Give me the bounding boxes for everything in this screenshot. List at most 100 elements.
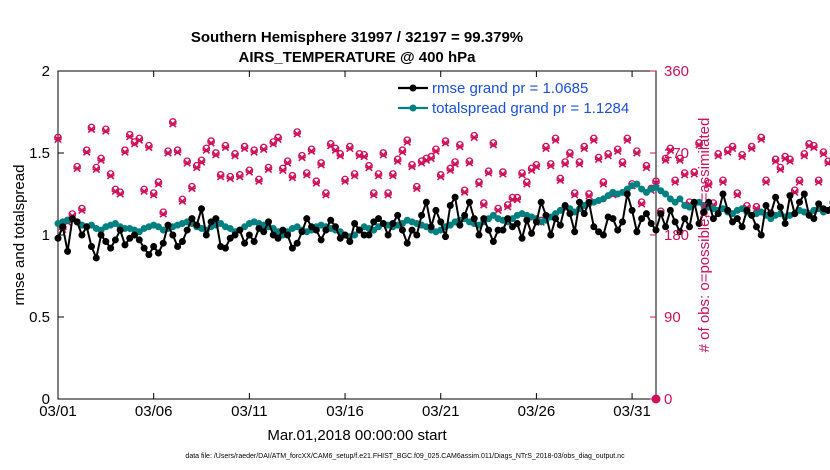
obs-possible-marker	[436, 171, 445, 179]
rmse-point	[609, 215, 617, 223]
rmse-point	[796, 198, 804, 206]
rmse-point	[59, 223, 67, 231]
obs-possible-marker	[154, 178, 163, 187]
obs-assimilated-marker	[121, 148, 129, 156]
obs-possible-marker	[264, 163, 273, 172]
obs-possible-marker	[369, 189, 378, 197]
totalspread-point	[111, 220, 119, 228]
obs-assimilated-marker	[503, 202, 512, 211]
obs-assimilated-marker	[561, 160, 569, 168]
rmse-point	[724, 206, 732, 214]
rmse-point	[279, 226, 287, 234]
obs-assimilated-marker	[197, 158, 206, 166]
rmse-point	[121, 241, 129, 249]
rmse-point	[207, 218, 215, 226]
obs-possible-marker	[307, 145, 316, 154]
obs-assimilated-marker	[125, 132, 134, 141]
totalspread-point	[293, 223, 301, 231]
obs-assimilated-marker	[695, 141, 703, 149]
obs-assimilated-marker	[102, 127, 110, 135]
obs-assimilated-marker	[747, 144, 756, 153]
rmse-point	[418, 211, 426, 219]
obs-possible-marker	[475, 178, 483, 187]
totalspread-point	[676, 195, 684, 203]
rmse-point	[413, 231, 421, 239]
obs-assimilated-marker	[322, 191, 330, 199]
rmse-point	[379, 220, 387, 228]
obs-assimilated-marker	[374, 172, 383, 180]
rmse-point	[308, 223, 316, 231]
obs-possible-marker	[432, 145, 440, 154]
rmse-point	[231, 231, 239, 239]
obs-assimilated-marker	[642, 163, 651, 172]
obs-assimilated-marker	[738, 152, 746, 161]
x-tick-label: 03/01	[39, 403, 77, 420]
rmse-point	[662, 223, 670, 231]
obs-assimilated-marker	[594, 155, 603, 164]
obs-possible-marker	[680, 169, 689, 177]
obs-possible-marker	[441, 137, 450, 146]
rmse-point	[107, 244, 115, 252]
rmse-point	[317, 236, 325, 244]
rmse-point	[556, 221, 564, 229]
rmse-point	[111, 236, 119, 244]
obs-possible-marker	[121, 146, 129, 155]
obs-assimilated-marker	[551, 136, 560, 145]
obs-assimilated-marker	[465, 159, 474, 167]
obs-possible-marker	[255, 175, 263, 184]
obs-possible-marker	[451, 158, 459, 166]
rmse-point	[427, 223, 435, 231]
obs-assimilated-marker	[499, 170, 507, 178]
obs-assimilated-marker	[379, 151, 388, 159]
obs-possible-marker	[427, 152, 436, 161]
rmse-point	[552, 215, 560, 223]
obs-possible-marker	[212, 149, 220, 157]
y-tick-label: 1	[42, 227, 50, 244]
rmse-point	[97, 231, 105, 239]
obs-assimilated-marker	[82, 148, 91, 156]
obs-assimilated-marker	[494, 206, 502, 215]
obs-assimilated-marker	[623, 136, 632, 145]
obs-assimilated-marker	[757, 135, 766, 144]
rmse-point	[389, 220, 397, 228]
rmse-point	[456, 221, 464, 229]
y2-axis-label: # of obs: o=possible; ×=assimilated	[696, 118, 713, 353]
y2-tick-label: 270	[664, 145, 689, 162]
rmse-point	[78, 231, 86, 239]
rmse-point	[446, 201, 454, 209]
rmse-point	[638, 215, 646, 223]
rmse-point	[470, 215, 478, 223]
obs-assimilated-marker	[618, 160, 627, 168]
x-tick-label: 03/26	[518, 403, 556, 420]
rmse-point	[671, 218, 679, 226]
rmse-point	[489, 238, 497, 246]
obs-assimilated-marker	[470, 133, 478, 142]
rmse-point	[327, 216, 335, 224]
rmse-point	[767, 210, 775, 218]
obs-assimilated-marker	[159, 210, 168, 218]
chart-subtitle: AIRS_TEMPERATURE @ 400 hPa	[239, 49, 477, 66]
obs-assimilated-marker	[489, 141, 498, 149]
rmse-point	[183, 226, 191, 234]
rmse-point	[580, 210, 588, 218]
rmse-point	[260, 228, 268, 236]
obs-assimilated-marker	[523, 180, 531, 188]
y-axis-ticks: 0 0.5 1 1.5 2	[29, 63, 64, 408]
totalspread-point	[489, 211, 497, 219]
obs-possible-marker	[350, 170, 359, 178]
totalspread-legend-label: totalspread grand pr = 1.1284	[432, 100, 629, 117]
totalspread-point	[657, 187, 665, 195]
obs-assimilated-marker	[413, 184, 421, 193]
rmse-point	[298, 228, 306, 236]
obs-possible-marker	[623, 134, 632, 143]
obs-assimilated-marker	[800, 151, 809, 160]
obs-assimilated-marker	[188, 184, 196, 193]
totalspread-point	[154, 223, 162, 231]
rmse-point	[126, 234, 134, 242]
obs-assimilated-marker	[365, 163, 373, 172]
obs-assimilated-marker	[293, 130, 301, 138]
rmse-point	[135, 236, 143, 244]
obs-assimilated-marker	[240, 144, 249, 153]
rmse-point	[451, 193, 459, 201]
obs-possible-marker	[78, 204, 86, 213]
